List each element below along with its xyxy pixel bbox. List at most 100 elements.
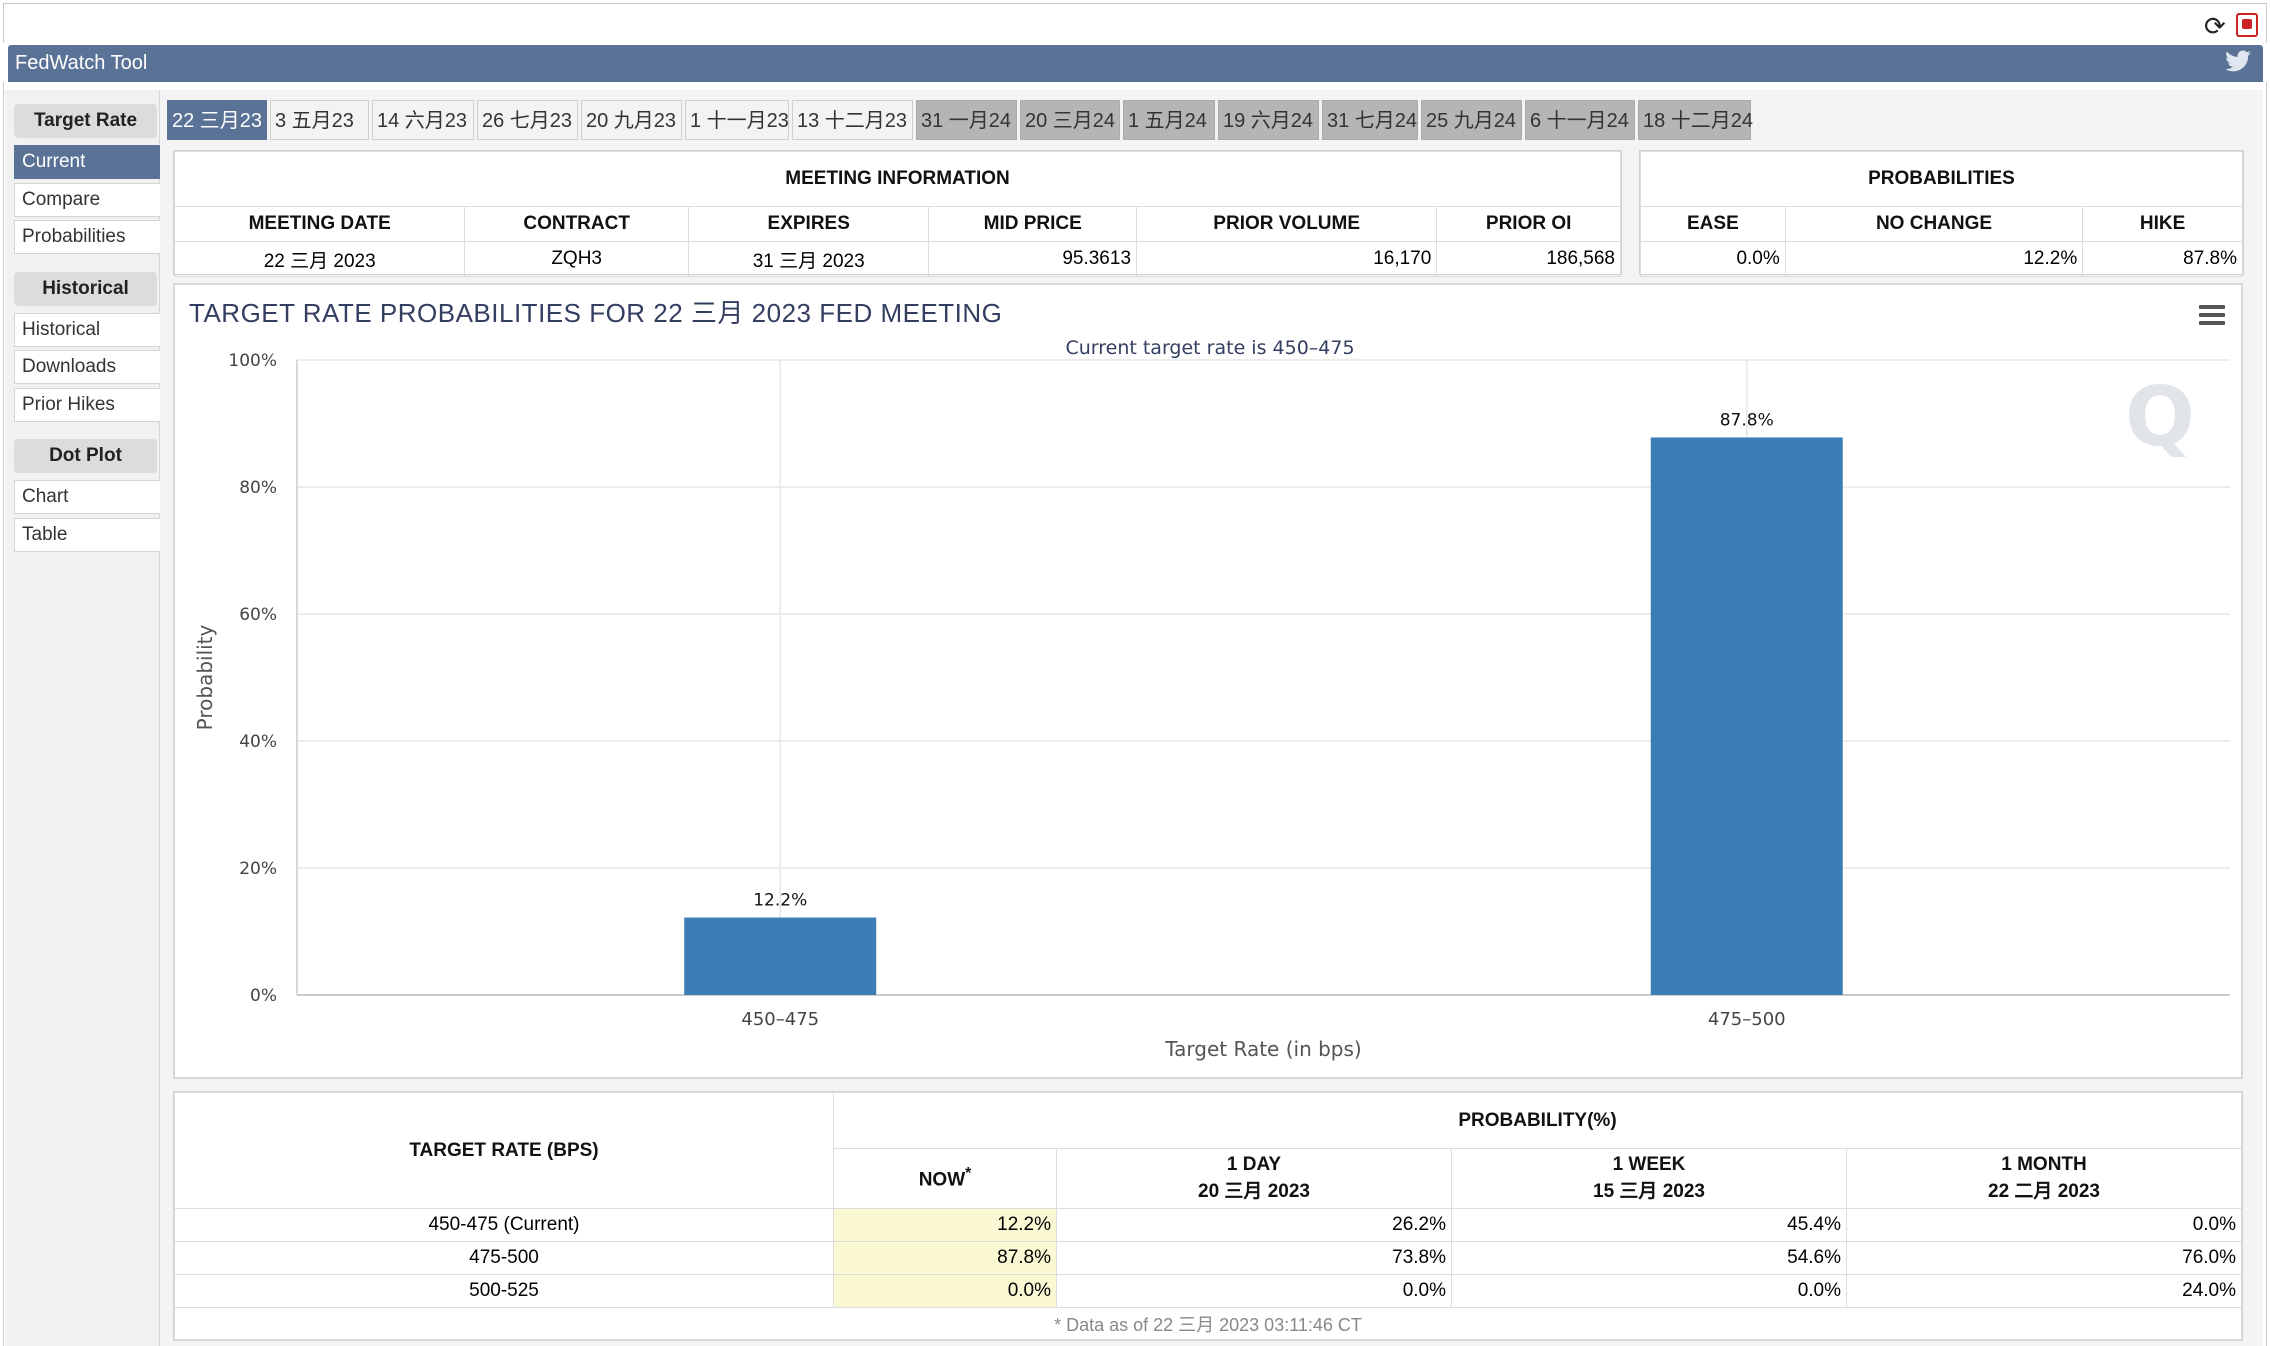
cell-1: ZQH3 — [464, 241, 689, 277]
x-tick-label: 450–475 — [741, 1009, 819, 1030]
cell-0: 22 三月 2023 — [173, 241, 466, 277]
prob-column-date: 20 三月 2023 — [1198, 1181, 1310, 1202]
sidebar-item-table[interactable]: Table — [14, 517, 162, 552]
bar-1 — [1650, 437, 1843, 996]
top-toolbar: ⟳ — [3, 3, 2267, 43]
tab-meeting-2[interactable]: 14 六月23 — [372, 100, 474, 140]
y-tick-label: 60% — [239, 605, 277, 625]
sidebar-item-prior-hikes[interactable]: Prior Hikes — [14, 387, 162, 422]
prob-column-label: 1 DAY — [1226, 1154, 1282, 1175]
target-rate-cell: 475-500 — [174, 1241, 834, 1275]
prob-column-header-0: NOW* — [833, 1148, 1057, 1209]
tab-meeting-8[interactable]: 20 三月24 — [1020, 100, 1120, 140]
table-row: 500-525 0.0% 0.0% 0.0% 24.0% — [174, 1274, 2242, 1308]
column-header-0: EASE — [1640, 206, 1786, 242]
probability-table: TARGET RATE (BPS) PROBABILITY(%) NOW* 1 D… — [173, 1091, 2243, 1341]
probability-cell: 87.8% — [833, 1241, 1057, 1275]
prob-column-label: 1 MONTH — [2001, 1154, 2087, 1175]
meeting-information-table: MEETING INFORMATION MEETING DATE CONTRACT… — [173, 150, 1622, 277]
probability-header: PROBABILITY(%) — [833, 1092, 2242, 1149]
probability-cell: 73.8% — [1056, 1241, 1452, 1275]
tab-meeting-12[interactable]: 25 九月24 — [1421, 100, 1522, 140]
x-axis-title: Target Rate (in bps) — [1164, 1037, 1361, 1061]
tab-meeting-6[interactable]: 13 十二月23 — [792, 100, 913, 140]
refresh-icon[interactable]: ⟳ — [2204, 11, 2226, 41]
column-header-4: PRIOR VOLUME — [1136, 206, 1438, 242]
tab-meeting-0[interactable]: 22 三月23 — [167, 100, 267, 140]
tab-meeting-14[interactable]: 18 十二月24 — [1638, 100, 1753, 140]
tab-meeting-7[interactable]: 31 一月24 — [916, 100, 1017, 140]
bar-data-label: 12.2% — [753, 891, 807, 911]
y-tick-label: 40% — [239, 732, 277, 752]
tab-meeting-11[interactable]: 31 七月24 — [1322, 100, 1418, 140]
sidebar-item-historical[interactable]: Historical — [14, 312, 162, 347]
hamburger-menu-icon[interactable] — [2199, 305, 2225, 325]
sidebar-item-compare[interactable]: Compare — [14, 182, 162, 217]
table-row: 450-475 (Current) 12.2% 26.2% 45.4% 0.0% — [174, 1208, 2242, 1242]
twitter-icon[interactable] — [2223, 50, 2253, 76]
tab-meeting-13[interactable]: 6 十一月24 — [1525, 100, 1635, 140]
prob-column-label: 1 WEEK — [1612, 1154, 1686, 1175]
prob-column-date: 22 二月 2023 — [1988, 1181, 2100, 1202]
probability-cell: 24.0% — [1846, 1274, 2242, 1308]
probability-cell: 76.0% — [1846, 1241, 2242, 1275]
cell-2: 87.8% — [2082, 241, 2243, 277]
probability-cell: 45.4% — [1451, 1208, 1847, 1242]
probability-cell: 26.2% — [1056, 1208, 1452, 1242]
sidebar-item-current[interactable]: Current — [14, 145, 162, 179]
prob-column-header-2: 1 WEEK 15 三月 2023 — [1451, 1148, 1847, 1209]
probabilities-title: PROBABILITIES — [1640, 151, 2243, 207]
prob-column-label: NOW — [918, 1169, 966, 1191]
tab-meeting-9[interactable]: 1 五月24 — [1123, 100, 1215, 140]
x-tick-label: 475–500 — [1708, 1009, 1786, 1030]
target-rate-cell: 450-475 (Current) — [174, 1208, 834, 1242]
bar-0 — [684, 917, 877, 995]
sidebar-group-2[interactable]: Dot Plot — [14, 439, 157, 473]
y-tick-label: 100% — [228, 351, 277, 371]
y-axis-title: Probability — [193, 624, 217, 730]
tab-meeting-1[interactable]: 3 五月23 — [270, 100, 369, 140]
sidebar-item-probabilities[interactable]: Probabilities — [14, 220, 162, 254]
sidebar-item-downloads[interactable]: Downloads — [14, 350, 162, 384]
y-tick-label: 80% — [239, 478, 277, 498]
column-header-1: NO CHANGE — [1784, 206, 2084, 242]
meeting-info-title: MEETING INFORMATION — [174, 151, 1621, 207]
probability-cell: 0.0% — [1846, 1208, 2242, 1242]
target-rate-cell: 500-525 — [174, 1274, 834, 1308]
sidebar-group-1[interactable]: Historical — [14, 271, 157, 306]
probability-cell: 12.2% — [833, 1208, 1057, 1242]
column-header-2: EXPIRES — [687, 206, 930, 242]
table-row: 475-500 87.8% 73.8% 54.6% 76.0% — [174, 1241, 2242, 1275]
column-header-0: MEETING DATE — [173, 206, 466, 242]
data-timestamp-footnote: * Data as of 22 三月 2023 03:11:46 CT — [174, 1307, 2242, 1340]
y-tick-label: 0% — [250, 986, 277, 1006]
tab-meeting-10[interactable]: 19 六月24 — [1218, 100, 1319, 140]
app-title: FedWatch Tool — [15, 52, 148, 74]
probability-cell: 0.0% — [833, 1274, 1057, 1308]
y-tick-label: 20% — [239, 859, 277, 879]
probability-cell: 0.0% — [1056, 1274, 1452, 1308]
probability-cell: 0.0% — [1451, 1274, 1847, 1308]
app-title-bar: FedWatch Tool — [8, 45, 2263, 82]
tab-meeting-4[interactable]: 20 九月23 — [581, 100, 682, 140]
cell-0: 0.0% — [1640, 241, 1786, 277]
prob-column-date: 15 三月 2023 — [1593, 1181, 1705, 1202]
chart-subtitle: Current target rate is 450–475 — [1065, 337, 1354, 359]
probability-cell: 54.6% — [1451, 1241, 1847, 1275]
tab-meeting-3[interactable]: 26 七月23 — [477, 100, 578, 140]
cell-2: 31 三月 2023 — [687, 241, 930, 277]
column-header-2: HIKE — [2082, 206, 2243, 242]
target-rate-header: TARGET RATE (BPS) — [174, 1092, 834, 1209]
tab-meeting-5[interactable]: 1 十一月23 — [685, 100, 789, 140]
pdf-icon[interactable] — [2236, 13, 2258, 37]
q-logo-watermark: Q — [2125, 370, 2195, 465]
sidebar-item-chart[interactable]: Chart — [14, 480, 162, 514]
bar-data-label: 87.8% — [1720, 410, 1774, 430]
chart-panel: TARGET RATE PROBABILITIES FOR 22 三月 2023… — [173, 283, 2243, 1079]
sidebar-group-0[interactable]: Target Rate — [14, 104, 157, 138]
bar-chart: Current target rate is 450–475 0% 20% 40% 60… — [193, 337, 2230, 1061]
now-footnote-marker: * — [965, 1165, 972, 1183]
probabilities-table: PROBABILITIES EASE NO CHANGE HIKE 0.0% 12.2… — [1639, 150, 2244, 277]
chart-title: TARGET RATE PROBABILITIES FOR 22 三月 2023… — [189, 298, 1003, 328]
cell-5: 186,568 — [1436, 241, 1621, 277]
